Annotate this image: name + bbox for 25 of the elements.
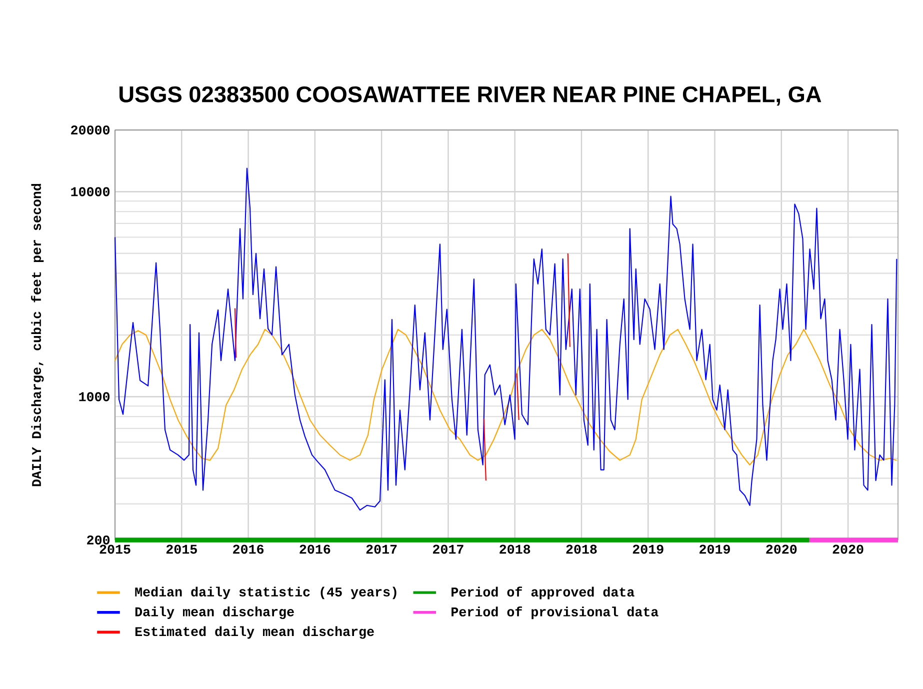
legend-label: Period of provisional data <box>452 606 658 620</box>
x-tick-label: 2018 <box>566 544 597 554</box>
x-tick-label: 2017 <box>366 544 397 554</box>
x-tick-label: 2020 <box>832 544 864 554</box>
line-series <box>114 328 898 466</box>
legend-label: Estimated daily mean discharge <box>135 626 374 639</box>
y-tick-label: 200 <box>87 535 110 545</box>
y-tick-label: 20000 <box>71 125 110 135</box>
x-tick-label: 2017 <box>432 544 464 554</box>
chart-title: USGS 02383500 COOSAWATTEE RIVER NEAR PINE CHAPEL, GA <box>120 86 822 106</box>
x-tick-label: 2016 <box>233 544 264 554</box>
y-tick-label: 1000 <box>79 392 110 402</box>
legend-label: Period of approved data <box>452 586 634 600</box>
x-tick-label: 2019 <box>632 544 664 554</box>
x-tick-label: 2015 <box>166 544 197 554</box>
x-tick-label: 2018 <box>500 544 530 554</box>
y-tick-label: 10000 <box>71 187 110 196</box>
y-axis-title: DAILY Discharge, cubic feet per second <box>31 184 44 486</box>
legend-label: Daily mean discharge <box>135 606 294 620</box>
x-tick-label: 2020 <box>766 544 797 554</box>
x-tick-label: 2016 <box>300 544 330 554</box>
line-series <box>114 168 898 511</box>
x-tick-label: 2019 <box>700 544 730 554</box>
x-tick-label: 2015 <box>100 544 130 554</box>
legend-label: Median daily statistic (45 years) <box>135 586 396 600</box>
